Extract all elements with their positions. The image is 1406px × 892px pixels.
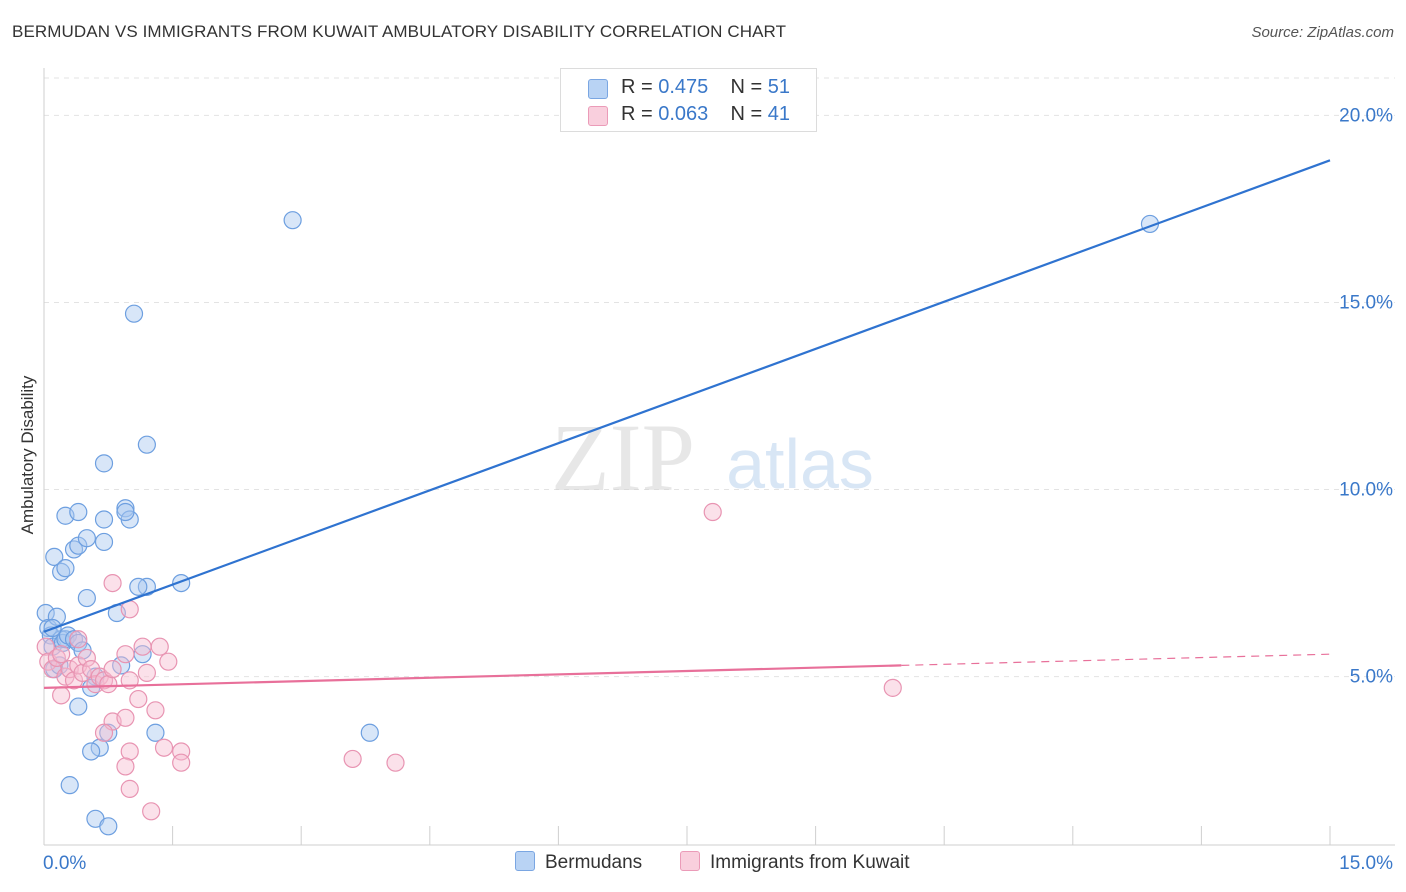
bermudan-point [360,723,379,742]
kuwait-point [69,630,88,649]
kuwait-point [159,652,178,671]
legend-n-label: N = [730,76,768,98]
tick-labels: 5.0% 10.0% 15.0% 20.0% 0.0% 15.0% [43,105,1393,874]
bermudan-point [47,607,66,626]
kuwait-point [120,742,139,761]
kuwait-point [116,708,135,727]
bermudan-point [69,502,88,522]
kuwait-point [52,645,71,664]
kuwait-point [99,675,118,694]
bermudan-point [69,697,88,716]
kuwait-point [146,701,165,720]
x-tick-label: 15.0% [1339,853,1393,874]
kuwait-trend-line [43,664,902,689]
kuwait-point [103,573,122,593]
kuwait-point [137,663,156,682]
legend-row-bermudans: R = 0.475 N = 51 [561,74,816,102]
kuwait-point [120,779,139,798]
bermudan-point [82,742,101,761]
bermudan-point [56,559,75,578]
kuwait-point [154,738,174,757]
chart-source: Source: ZipAtlas.com [1251,24,1394,41]
kuwait-point [883,678,902,697]
bermudan-point [99,817,118,836]
legend-item-bermudans[interactable]: Bermudans [515,851,642,874]
bermudan-point [137,435,156,454]
points [36,211,1160,836]
legend-r-value: 0.063 [658,103,709,125]
y-axis-label: Ambulatory Disability [18,375,37,535]
kuwait-point [703,502,722,522]
y-tick-label: 15.0% [1339,292,1393,313]
legend-n-value: 41 [767,103,791,125]
legend-label-kuwait: Immigrants from Kuwait [710,852,910,873]
kuwait-point [150,637,169,656]
y-tick-label: 5.0% [1350,667,1393,688]
axes [43,68,1395,846]
kuwait-point [116,757,135,776]
legend-label-bermudans: Bermudans [545,852,643,873]
kuwait-point [142,802,161,821]
legend-swatch-pink [588,106,608,126]
stats-legend: R = 0.475 N = 51 R = 0.063 N = 41 [560,68,817,132]
y-tick-label: 20.0% [1339,105,1393,126]
kuwait-point [386,753,405,772]
kuwait-point [133,637,152,656]
bermudan-point [36,603,55,623]
watermark-zip: ZIP [551,404,695,511]
bermudan-point [94,510,114,529]
kuwait-point [129,689,148,709]
watermark-atlas: atlas [726,425,874,503]
bermudan-point [45,547,64,567]
kuwait-point [94,723,114,742]
chart-title: BERMUDAN VS IMMIGRANTS FROM KUWAIT AMBUL… [12,22,787,41]
legend-r-value: 0.475 [658,76,709,98]
kuwait-point [77,648,96,668]
legend-n-value: 51 [767,76,791,98]
bermudan-point [124,304,144,323]
watermark: ZIP atlas [551,404,874,511]
legend-item-kuwait[interactable]: Immigrants from Kuwait [680,851,910,874]
bermudan-point [146,723,165,742]
bermudan-point [77,588,96,608]
legend-r-label: R = [621,76,659,98]
legend-n-label: N = [730,103,768,125]
legend-r-label: R = [621,103,659,125]
bermudan-point [116,502,135,522]
legend-swatch-blue [515,851,535,871]
kuwait-point [172,753,191,772]
bermudan-point [129,577,148,596]
bermudan-point [283,211,302,230]
gridlines [44,77,1395,678]
kuwait-point [116,645,135,664]
bermudan-point [94,532,114,552]
bermudan-point [99,723,118,742]
series-legend: Bermudans Immigrants from Kuwait [0,851,1406,877]
trend-lines [43,159,1331,689]
kuwait-trend-extension [901,653,1331,667]
legend-swatch-blue [588,79,608,99]
legend-swatch-pink [680,851,700,871]
y-tick-label: 10.0% [1339,480,1393,501]
legend-row-kuwait: R = 0.063 N = 41 [561,101,816,129]
x-tick-label: 0.0% [43,853,86,874]
kuwait-point [103,660,122,679]
kuwait-point [52,686,71,705]
bermudan-point [60,776,79,795]
kuwait-point [36,637,55,656]
bermudan-point [94,454,114,473]
kuwait-point [343,749,362,769]
bermudan-point [77,529,96,548]
bermudan-trend-line [43,159,1331,633]
